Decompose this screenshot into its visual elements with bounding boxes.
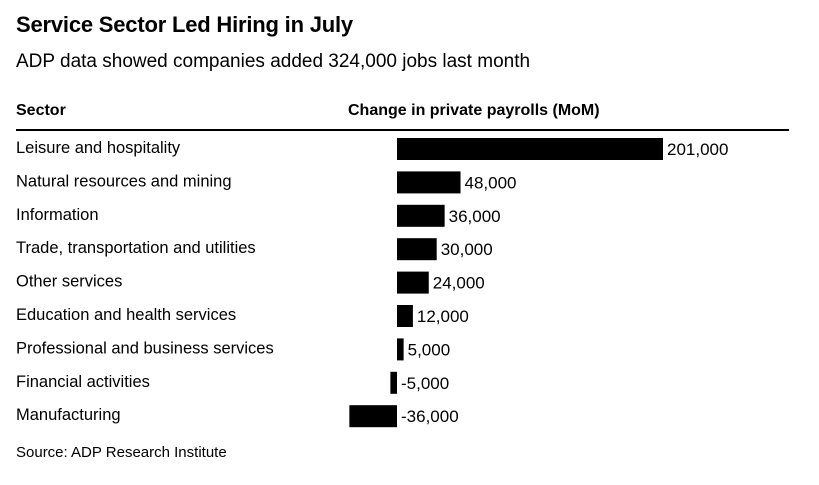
category-label: Leisure and hospitality [16,139,181,157]
bar [397,204,445,227]
value-label: 36,000 [449,207,501,226]
value-label: -36,000 [401,407,459,426]
category-label: Financial activities [16,373,150,391]
bar [397,171,461,194]
column-header-change: Change in private payrolls (MoM) [348,102,600,119]
bar [349,405,397,428]
value-label: -5,000 [401,374,449,393]
column-header-sector: Sector [16,102,66,119]
bar [397,338,404,361]
category-label: Natural resources and mining [16,172,232,190]
value-label: 24,000 [433,274,485,293]
bar [390,371,397,394]
chart-title: Service Sector Led Hiring in July [16,12,353,37]
value-label: 201,000 [667,140,728,159]
bar [397,305,413,327]
category-label: Education and health services [16,306,236,324]
bar [397,271,429,294]
category-label: Manufacturing [16,406,121,424]
value-label: 5,000 [408,340,451,359]
category-label: Other services [16,273,122,291]
header-rule [16,129,789,131]
category-label: Trade, transportation and utilities [16,239,256,257]
chart-subtitle: ADP data showed companies added 324,000 … [16,51,531,72]
bar [397,138,663,160]
value-label: 48,000 [465,173,517,192]
source-note: Source: ADP Research Institute [16,444,227,461]
category-label: Professional and business services [16,339,274,357]
value-label: 30,000 [441,240,493,259]
value-label: 12,000 [417,307,469,326]
category-label: Information [16,206,99,224]
bar [397,238,437,261]
